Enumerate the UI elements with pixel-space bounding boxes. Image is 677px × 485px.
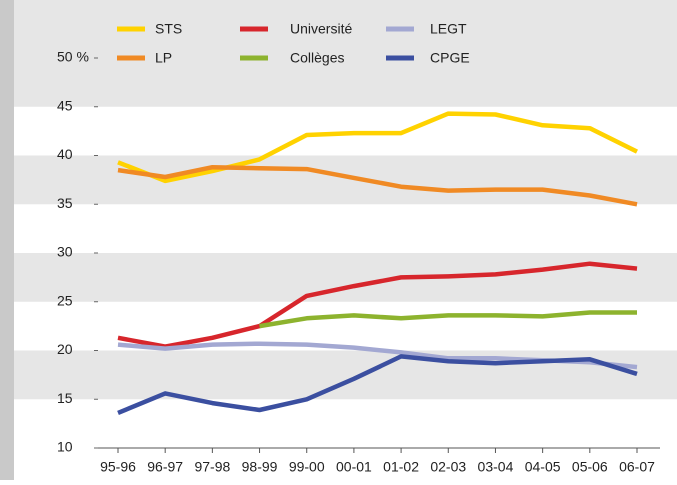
line-series	[259, 310, 637, 329]
x-tick-label: 02-03	[430, 459, 466, 475]
legend-label: CPGE	[430, 50, 470, 66]
legend-label: STS	[155, 21, 182, 37]
y-tick-label: 45	[57, 97, 73, 113]
y-tick-label: 20	[57, 341, 73, 357]
x-tick-label: 05-06	[572, 459, 608, 475]
y-tick-label: 35	[57, 195, 73, 211]
x-tick-label: 01-02	[383, 459, 419, 475]
x-tick-label: 06-07	[619, 459, 655, 475]
x-tick-label: 97-98	[194, 459, 230, 475]
x-tick-label: 98-99	[242, 459, 278, 475]
y-tick-label: 25	[57, 292, 73, 308]
band	[14, 253, 677, 302]
line-series	[117, 164, 638, 207]
line-series	[117, 111, 638, 184]
x-tick-label: 00-01	[336, 459, 372, 475]
line-series	[117, 261, 638, 349]
side-strip	[0, 0, 14, 480]
y-tick-label: 30	[57, 244, 73, 260]
y-tick-label: 15	[57, 390, 73, 406]
x-tick-label: 04-05	[525, 459, 561, 475]
legend-label: LP	[155, 50, 172, 66]
y-tick-label: 40	[57, 146, 73, 162]
x-tick-label: 03-04	[478, 459, 514, 475]
x-tick-label: 95-96	[100, 459, 136, 475]
legend-label: Université	[290, 21, 352, 37]
legend-label: Collèges	[290, 50, 344, 66]
y-tick-label: 10	[57, 439, 73, 455]
x-tick-label: 96-97	[147, 459, 183, 475]
band	[14, 58, 677, 107]
y-tick-label: 50 %	[57, 49, 89, 65]
line-series	[117, 354, 638, 415]
legend-label: LEGT	[430, 21, 467, 37]
x-tick-label: 99-00	[289, 459, 325, 475]
band	[14, 155, 677, 205]
